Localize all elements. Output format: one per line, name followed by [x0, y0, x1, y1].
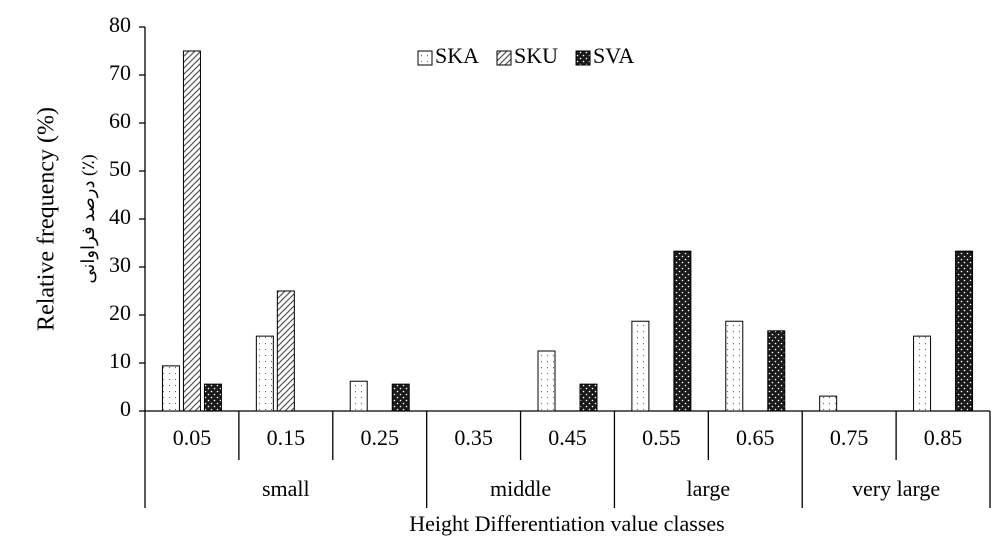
- legend-label: SKU: [514, 43, 558, 68]
- legend-swatch: [496, 50, 512, 66]
- bar: [673, 250, 692, 412]
- y-axis-title: Relative frequency (%): [34, 107, 60, 331]
- legend-label: SVA: [593, 43, 634, 68]
- bar: [913, 335, 932, 412]
- group-label: small: [262, 476, 310, 501]
- legend-swatch: [575, 50, 591, 66]
- bar: [182, 50, 201, 412]
- x-axis-title: Height Differentiation value classes: [409, 511, 724, 536]
- y-tick-label: 60: [109, 108, 131, 133]
- y-tick-label: 40: [109, 204, 131, 229]
- x-tick-label: 0.15: [267, 425, 306, 450]
- x-tick-label: 0.35: [454, 425, 493, 450]
- y-tick-label: 80: [109, 12, 131, 37]
- x-tick-label: 0.55: [642, 425, 681, 450]
- bar: [767, 330, 786, 412]
- bar: [819, 395, 838, 412]
- x-tick-label: 0.25: [360, 425, 399, 450]
- y-tick-label: 50: [109, 156, 131, 181]
- bar: [276, 290, 295, 412]
- bar: [955, 250, 974, 412]
- x-tick-label: 0.45: [548, 425, 587, 450]
- bar: [725, 320, 744, 412]
- y-tick-label: 0: [120, 396, 131, 421]
- y-tick-label: 10: [109, 348, 131, 373]
- bar: [349, 380, 368, 412]
- group-label: large: [687, 476, 731, 501]
- legend-label: SKA: [435, 43, 479, 68]
- x-tick-label: 0.75: [830, 425, 869, 450]
- y-axis-title-secondary: درصد فراوانی (٪): [78, 154, 99, 283]
- group-label: middle: [490, 476, 551, 501]
- bar: [537, 350, 556, 412]
- bar: [391, 383, 410, 412]
- x-tick-label: 0.05: [173, 425, 212, 450]
- bar: [631, 320, 650, 412]
- y-tick-label: 70: [109, 60, 131, 85]
- y-tick-label: 30: [109, 252, 131, 277]
- bar: [203, 383, 222, 412]
- x-tick-label: 0.65: [736, 425, 775, 450]
- y-tick-label: 20: [109, 300, 131, 325]
- bar: [161, 365, 180, 412]
- group-label: very large: [852, 476, 940, 501]
- bar: [579, 383, 598, 412]
- bar: [255, 335, 274, 412]
- legend-swatch: [417, 50, 433, 66]
- x-tick-label: 0.85: [924, 425, 963, 450]
